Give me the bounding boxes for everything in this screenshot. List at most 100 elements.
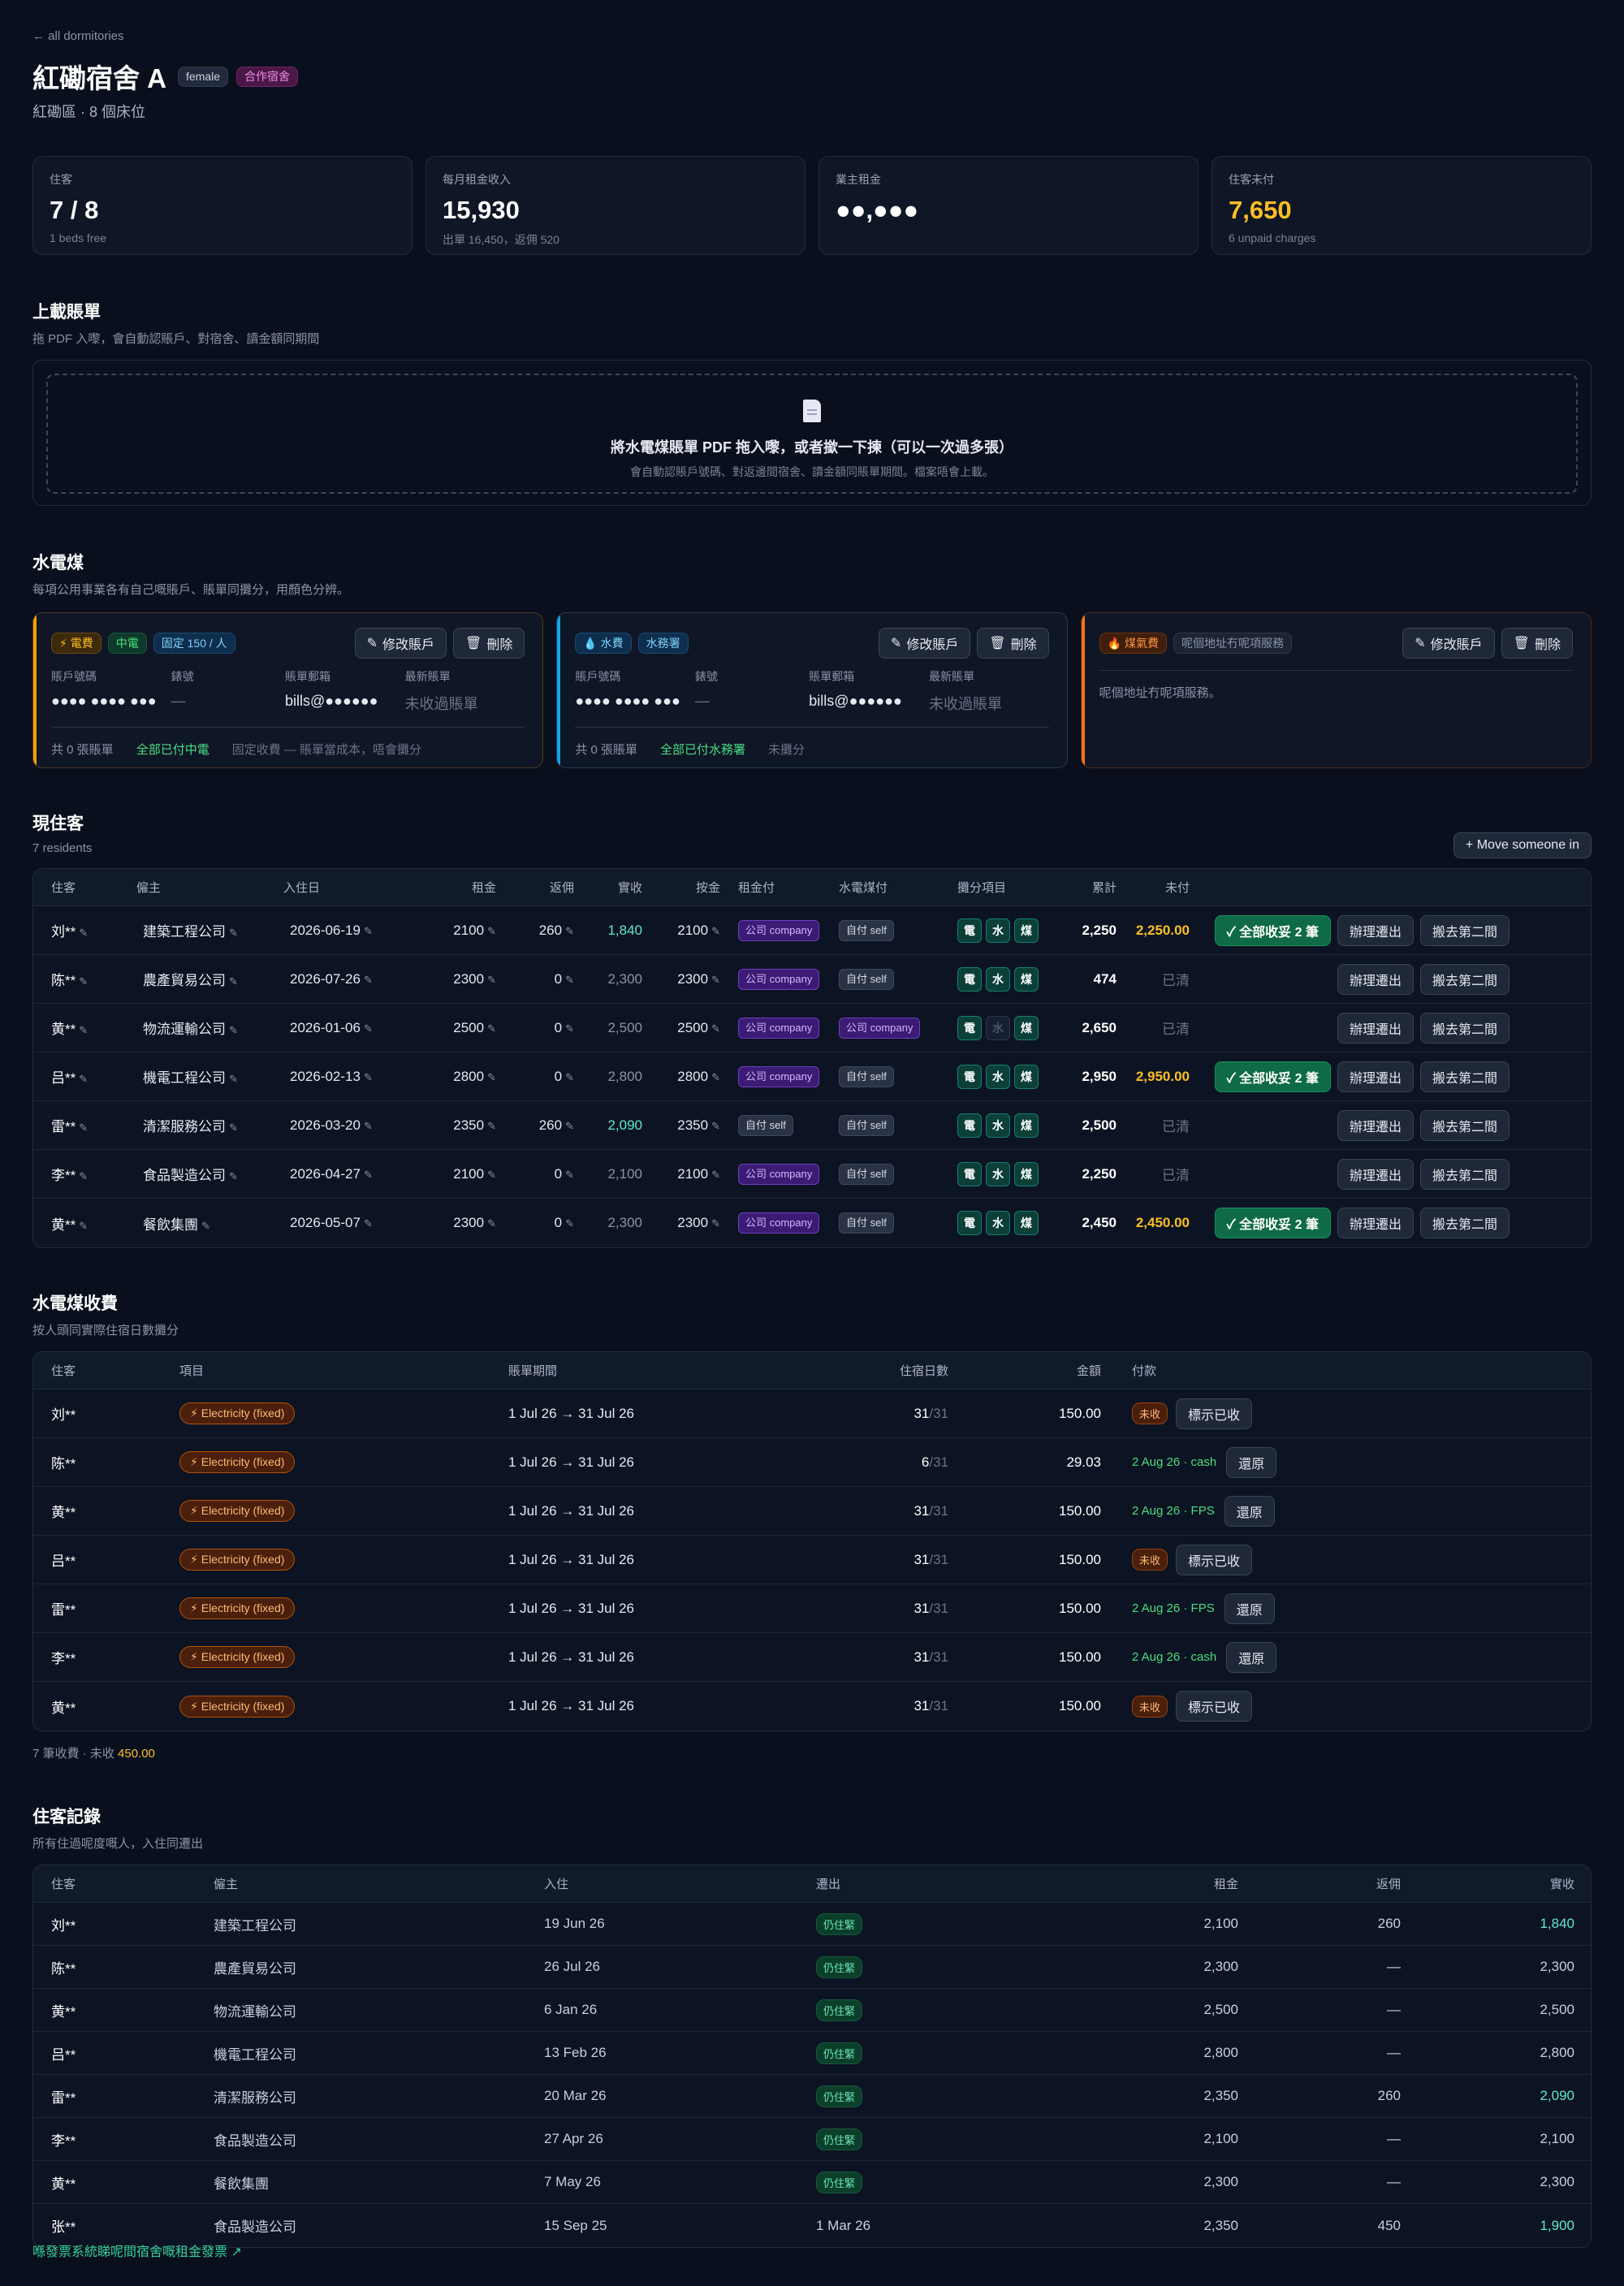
rent-field[interactable]: 2300 ✎ (453, 970, 496, 987)
revert-button[interactable]: 還原 (1226, 1641, 1277, 1673)
gas-share-toggle[interactable]: 煤 (1014, 966, 1039, 992)
deposit-field[interactable]: 2350 ✎ (677, 1117, 720, 1134)
employer-field[interactable]: 餐飲集團 ✎ (143, 1216, 210, 1234)
move-out-button[interactable]: 辦理遷出 (1337, 1208, 1414, 1238)
name-field[interactable]: 刘** ✎ (51, 924, 89, 940)
revert-button[interactable]: 還原 (1224, 1495, 1275, 1527)
deposit-field[interactable]: 2300 ✎ (677, 1215, 720, 1231)
move-out-button[interactable]: 辦理遷出 (1337, 1061, 1414, 1092)
rent-payer-pill[interactable]: 公司 company (738, 919, 820, 941)
move-out-button[interactable]: 辦理遷出 (1337, 1158, 1414, 1190)
transfer-button[interactable]: 搬去第二間 (1419, 1158, 1510, 1190)
date-field[interactable]: 2026-02-13 ✎ (290, 1068, 373, 1085)
transfer-button[interactable]: 搬去第二間 (1419, 914, 1510, 946)
name-field[interactable]: 陈** ✎ (51, 973, 89, 989)
rent-payer-pill[interactable]: 公司 company (738, 1065, 820, 1087)
revert-button[interactable]: 還原 (1226, 1446, 1277, 1478)
delete-button[interactable]: 🗑 刪除 (453, 628, 525, 659)
util-payer-pill[interactable]: 自付 self (839, 1212, 894, 1234)
back-link[interactable]: ← all dormitories (32, 29, 124, 43)
move-in-button[interactable]: + Move someone in (1453, 832, 1592, 858)
transfer-button[interactable]: 搬去第二間 (1419, 1012, 1510, 1044)
electricity-share-toggle[interactable]: 電 (957, 1161, 982, 1186)
rebate-field[interactable]: 0 ✎ (554, 1165, 574, 1182)
mark-paid-button[interactable]: 標示已收 (1176, 1398, 1253, 1429)
mark-paid-button[interactable]: 標示已收 (1176, 1544, 1253, 1575)
name-field[interactable]: 黄** ✎ (51, 1022, 89, 1038)
employer-field[interactable]: 清潔服務公司 ✎ (143, 1119, 238, 1135)
water-share-toggle[interactable]: 水 (986, 966, 1010, 992)
date-field[interactable]: 2026-01-06 ✎ (290, 1019, 373, 1036)
move-out-button[interactable]: 辦理遷出 (1337, 963, 1414, 995)
rebate-field[interactable]: 0 ✎ (554, 1215, 574, 1231)
rent-field[interactable]: 2100 ✎ (453, 1165, 496, 1182)
employer-field[interactable]: 機電工程公司 ✎ (143, 1070, 238, 1087)
delete-button[interactable]: 🗑 刪除 (977, 628, 1049, 659)
electricity-share-toggle[interactable]: 電 (957, 966, 982, 992)
electricity-share-toggle[interactable]: 電 (957, 1211, 982, 1235)
gas-share-toggle[interactable]: 煤 (1014, 1064, 1039, 1089)
water-share-toggle[interactable]: 水 (986, 1113, 1010, 1138)
transfer-button[interactable]: 搬去第二間 (1419, 1208, 1510, 1238)
name-field[interactable]: 李** ✎ (51, 1168, 89, 1184)
rent-field[interactable]: 2100 ✎ (453, 922, 496, 939)
name-field[interactable]: 雷** ✎ (51, 1119, 89, 1135)
revert-button[interactable]: 還原 (1224, 1592, 1275, 1624)
deposit-field[interactable]: 2100 ✎ (677, 1165, 720, 1182)
util-payer-pill[interactable]: 自付 self (839, 1163, 894, 1185)
mark-paid-button[interactable]: 標示已收 (1176, 1691, 1253, 1722)
edit-account-button[interactable]: ✎ 修改賬戶 (354, 628, 447, 659)
employer-field[interactable]: 建築工程公司 ✎ (143, 924, 238, 940)
employer-field[interactable]: 農產貿易公司 ✎ (143, 973, 238, 989)
collect-all-button[interactable]: ✓ 全部收妥 2 筆 (1214, 914, 1331, 946)
edit-account-button[interactable]: ✎ 修改賬戶 (1402, 628, 1495, 659)
rebate-field[interactable]: 260 ✎ (538, 922, 574, 939)
rent-payer-pill[interactable]: 公司 company (738, 1017, 820, 1039)
water-share-toggle[interactable]: 水 (986, 1015, 1010, 1040)
employer-field[interactable]: 食品製造公司 ✎ (143, 1168, 238, 1184)
rebate-field[interactable]: 0 ✎ (554, 970, 574, 987)
rebate-field[interactable]: 0 ✎ (554, 1019, 574, 1036)
collect-all-button[interactable]: ✓ 全部收妥 2 筆 (1214, 1208, 1331, 1238)
date-field[interactable]: 2026-06-19 ✎ (290, 922, 373, 939)
rent-field[interactable]: 2350 ✎ (453, 1117, 496, 1134)
employer-field[interactable]: 物流運輸公司 ✎ (143, 1022, 238, 1038)
date-field[interactable]: 2026-05-07 ✎ (290, 1215, 373, 1231)
pdf-dropzone[interactable]: 將水電煤賬單 PDF 拖入嚟，或者撳一下揀（可以一次過多張） 會自動認賬戶號碼、… (46, 374, 1578, 494)
invoice-system-link[interactable]: 喺發票系統睇呢間宿舍嘅租金發票 ↗ (32, 2245, 242, 2259)
electricity-share-toggle[interactable]: 電 (957, 1015, 982, 1040)
rent-payer-pill[interactable]: 自付 self (738, 1114, 793, 1136)
date-field[interactable]: 2026-03-20 ✎ (290, 1117, 373, 1134)
name-field[interactable]: 黄** ✎ (51, 1216, 89, 1234)
rent-payer-pill[interactable]: 公司 company (738, 968, 820, 990)
deposit-field[interactable]: 2500 ✎ (677, 1019, 720, 1036)
water-share-toggle[interactable]: 水 (986, 1064, 1010, 1089)
util-payer-pill[interactable]: 自付 self (839, 919, 894, 941)
date-field[interactable]: 2026-04-27 ✎ (290, 1165, 373, 1182)
name-field[interactable]: 吕** ✎ (51, 1070, 89, 1087)
electricity-share-toggle[interactable]: 電 (957, 1064, 982, 1089)
collect-all-button[interactable]: ✓ 全部收妥 2 筆 (1214, 1061, 1331, 1092)
date-field[interactable]: 2026-07-26 ✎ (290, 970, 373, 987)
util-payer-pill[interactable]: 公司 company (839, 1017, 921, 1039)
util-payer-pill[interactable]: 自付 self (839, 1114, 894, 1136)
move-out-button[interactable]: 辦理遷出 (1337, 1109, 1414, 1141)
gas-share-toggle[interactable]: 煤 (1014, 918, 1039, 943)
move-out-button[interactable]: 辦理遷出 (1337, 1012, 1414, 1044)
rent-field[interactable]: 2300 ✎ (453, 1215, 496, 1231)
rebate-field[interactable]: 260 ✎ (538, 1117, 574, 1134)
electricity-share-toggle[interactable]: 電 (957, 918, 982, 943)
delete-button[interactable]: 🗑 刪除 (1501, 628, 1573, 659)
water-share-toggle[interactable]: 水 (986, 918, 1010, 943)
deposit-field[interactable]: 2800 ✎ (677, 1068, 720, 1085)
util-payer-pill[interactable]: 自付 self (839, 1065, 894, 1087)
deposit-field[interactable]: 2100 ✎ (677, 922, 720, 939)
rent-field[interactable]: 2500 ✎ (453, 1019, 496, 1036)
electricity-share-toggle[interactable]: 電 (957, 1113, 982, 1138)
util-payer-pill[interactable]: 自付 self (839, 968, 894, 990)
edit-account-button[interactable]: ✎ 修改賬戶 (878, 628, 971, 659)
deposit-field[interactable]: 2300 ✎ (677, 970, 720, 987)
transfer-button[interactable]: 搬去第二間 (1419, 963, 1510, 995)
transfer-button[interactable]: 搬去第二間 (1419, 1061, 1510, 1092)
rent-payer-pill[interactable]: 公司 company (738, 1163, 820, 1185)
